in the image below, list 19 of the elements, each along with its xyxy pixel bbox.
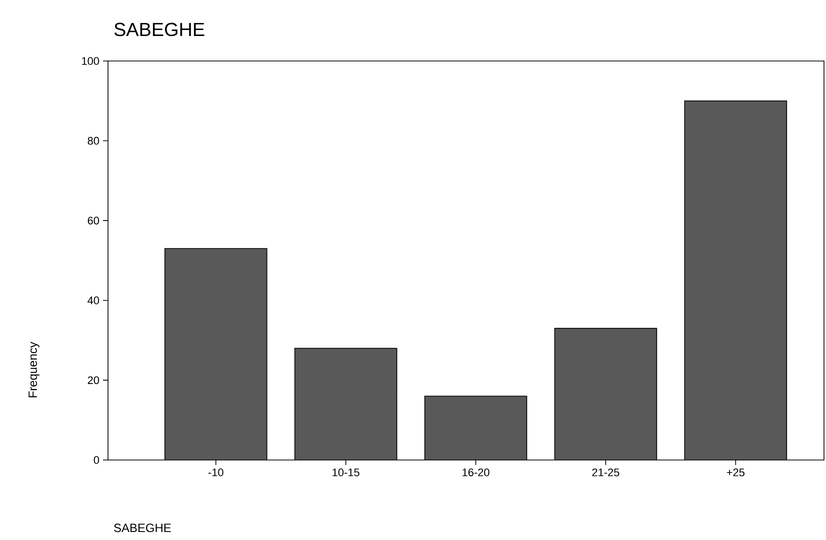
bar (294, 348, 397, 460)
x-tick-label: 10-15 (332, 468, 360, 476)
y-tick-label: 40 (88, 296, 100, 304)
y-tick-label: 80 (88, 136, 100, 145)
y-tick-label: 60 (88, 216, 100, 224)
x-tick-label: +25 (726, 468, 744, 476)
bar (554, 328, 658, 460)
x-axis-title: SABEGHE (114, 524, 171, 532)
y-tick-label: 100 (82, 57, 100, 65)
y-tick-label: 0 (94, 456, 100, 464)
bar (424, 396, 528, 460)
x-tick-label: -10 (208, 468, 224, 476)
y-axis-title: Frequency (28, 342, 40, 398)
x-tick-label: 16-20 (462, 468, 490, 476)
bar (164, 248, 268, 460)
chart-title: SABEGHE (114, 22, 204, 36)
x-tick-label: 21-25 (592, 468, 620, 476)
y-tick-label: 20 (88, 376, 100, 384)
bar (684, 100, 788, 460)
